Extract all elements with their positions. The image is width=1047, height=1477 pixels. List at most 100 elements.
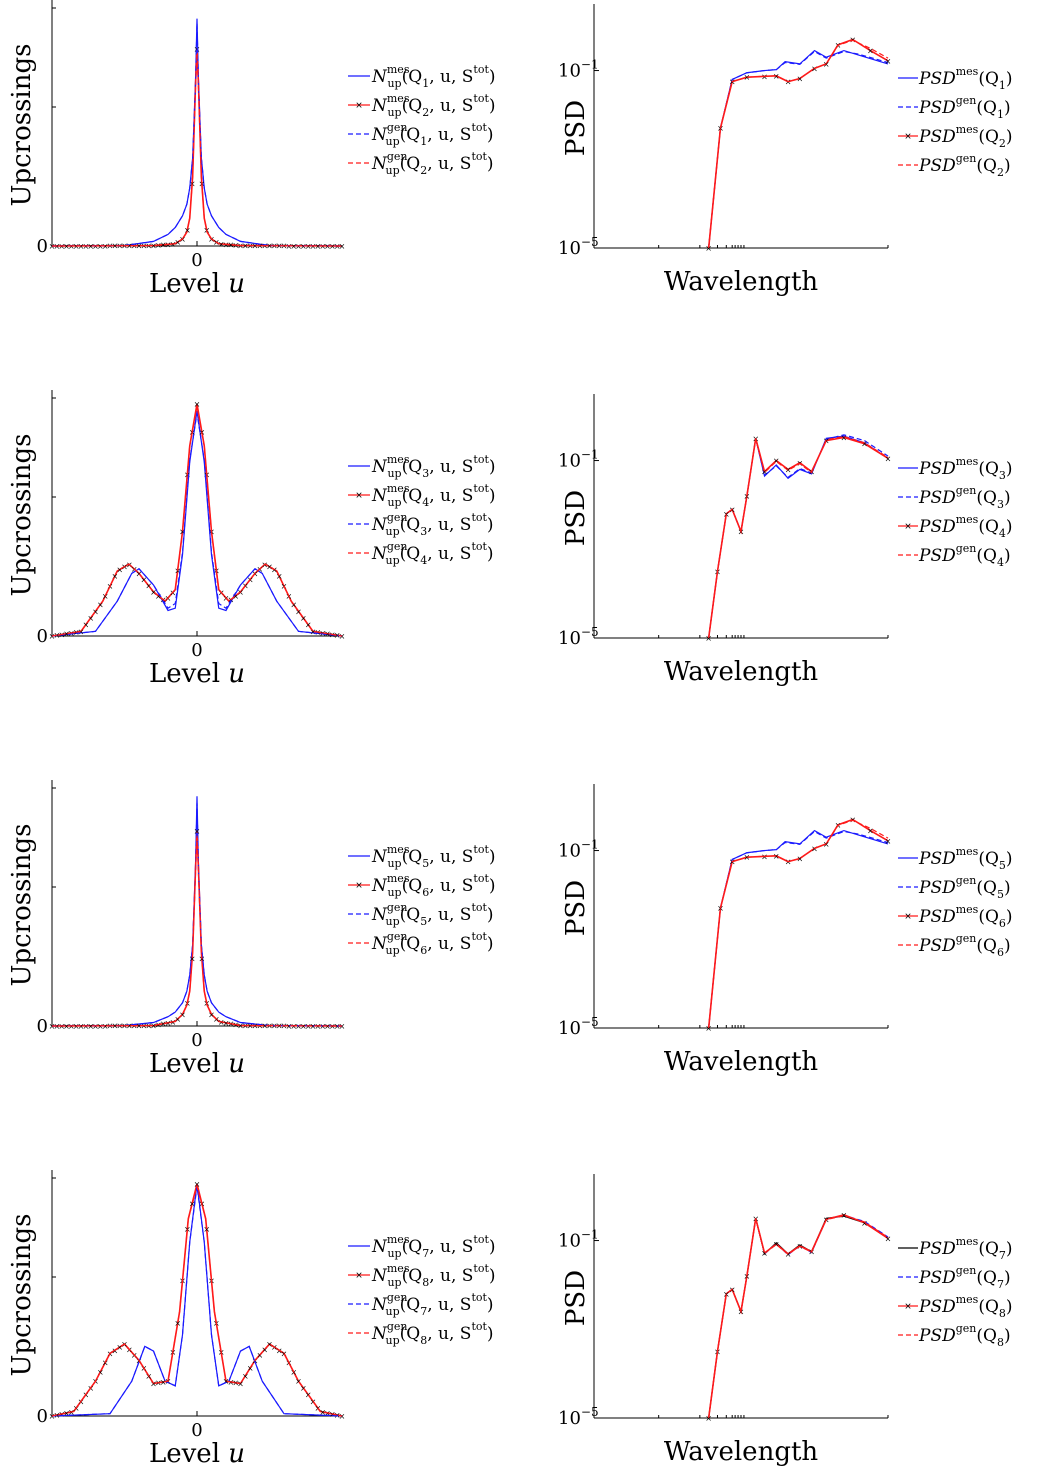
series-line (51, 835, 343, 1027)
series-marker: × (194, 827, 201, 836)
series-marker: × (174, 1319, 181, 1328)
legend-entry: PSDgen(Q1) (918, 94, 1011, 121)
legend-entry: Nmes up(Q4, u, Stot) (371, 482, 496, 509)
series-line (51, 410, 343, 637)
series-marker: × (761, 1249, 768, 1258)
y-axis-label: PSD (561, 100, 591, 156)
series-line (51, 1184, 343, 1417)
y-tick-label: 10−1 (558, 1228, 599, 1252)
series-marker: × (189, 1199, 196, 1208)
series-marker: × (276, 572, 283, 581)
series-marker: × (145, 582, 152, 591)
series-marker: × (310, 1022, 317, 1031)
series-marker: × (705, 634, 712, 643)
legend-entry: Ngen up(Q1, u, Stot) (371, 121, 494, 148)
series-marker: × (744, 73, 751, 82)
y-tick-label: 0 (37, 1016, 48, 1037)
x-tick-label: 0 (191, 1030, 202, 1051)
series-marker: × (796, 855, 803, 864)
series-marker: × (150, 1022, 157, 1031)
series-marker: × (271, 1022, 278, 1031)
legend-entry: PSDgen(Q2) (918, 152, 1011, 179)
series-marker: × (203, 1225, 210, 1234)
legend-entry: Nmes up(Q7, u, Stot) (371, 1233, 496, 1260)
series-marker: × (111, 1022, 118, 1031)
series-marker: × (82, 621, 89, 630)
series-marker: × (189, 954, 196, 963)
series-marker: × (179, 528, 186, 537)
series-marker: × (116, 1343, 123, 1352)
series-marker: × (136, 242, 143, 251)
series-marker: × (242, 242, 249, 251)
series-marker: × (271, 566, 278, 575)
y-tick-label: 0 (37, 236, 48, 257)
legend-entry: Ngen up(Q4, u, Stot) (371, 540, 494, 567)
series-marker: × (841, 433, 848, 442)
series-line (708, 819, 889, 1029)
y-tick-label: 10−5 (558, 1405, 599, 1429)
series-marker: × (339, 1412, 346, 1421)
series-marker: × (705, 1024, 712, 1033)
series-marker: × (314, 242, 321, 251)
series-marker: × (310, 627, 317, 636)
series-marker: × (63, 1409, 70, 1418)
series-marker: × (300, 1384, 307, 1393)
series-line (51, 831, 343, 1027)
legend-entry: PSDmes(Q5) (918, 845, 1013, 872)
series-marker: × (867, 827, 874, 836)
series-marker: × (334, 631, 341, 640)
series-marker: × (111, 242, 118, 251)
series-marker: × (305, 621, 312, 630)
x-tick-label: 0 (191, 250, 202, 271)
series-marker: × (150, 242, 157, 251)
x-axis-label: Level u (149, 1439, 245, 1469)
y-tick-label: 10−1 (558, 58, 599, 82)
series-marker: × (729, 858, 736, 867)
series-line (707, 38, 889, 249)
legend-entry: Nmes up(Q2, u, Stot) (371, 92, 496, 119)
legend-entry: PSDgen(Q4) (918, 542, 1011, 569)
y-axis-label: PSD (561, 1270, 591, 1326)
series-marker: × (184, 226, 191, 235)
series-marker: × (339, 632, 346, 641)
series-marker: × (761, 468, 768, 477)
series-marker: × (140, 576, 147, 585)
series-marker: × (861, 1219, 868, 1228)
series-marker: × (87, 1022, 94, 1031)
legend-marker: × (355, 1271, 363, 1281)
series-marker: × (160, 1378, 167, 1387)
series-marker: × (744, 853, 751, 862)
series-marker: × (276, 242, 283, 251)
series-marker: × (867, 47, 874, 56)
legend-entry: PSDmes(Q3) (918, 455, 1013, 482)
series-marker: × (705, 244, 712, 253)
legend-entry: Ngen up(Q7, u, Stot) (371, 1291, 494, 1318)
series-marker: × (266, 563, 273, 572)
series-marker: × (717, 124, 724, 133)
legend-marker: × (355, 881, 363, 891)
series-marker: × (102, 242, 109, 251)
series-marker: × (218, 240, 225, 249)
legend-entry: Ngen up(Q5, u, Stot) (371, 901, 494, 928)
series-marker: × (126, 242, 133, 251)
series-marker: × (160, 1020, 167, 1029)
legend-entry: Nmes up(Q5, u, Stot) (371, 843, 496, 870)
series-marker: × (102, 1022, 109, 1031)
series-marker: × (785, 1250, 792, 1259)
series-marker: × (290, 1368, 297, 1377)
y-axis-label: PSD (561, 490, 591, 546)
series-marker: × (885, 837, 892, 846)
series-line (51, 803, 343, 1027)
legend-entry: Ngen up(Q6, u, Stot) (371, 930, 494, 957)
y-axis-label: Upcrossings (7, 44, 37, 207)
series-marker: × (796, 75, 803, 84)
series-marker: × (237, 1022, 244, 1031)
legend-entry: PSDmes(Q4) (918, 513, 1013, 540)
series-marker: × (102, 592, 109, 601)
y-axis-label: Upcrossings (7, 824, 37, 987)
series-marker: × (49, 242, 56, 251)
series-marker: × (256, 1351, 263, 1360)
series-line (51, 48, 343, 247)
